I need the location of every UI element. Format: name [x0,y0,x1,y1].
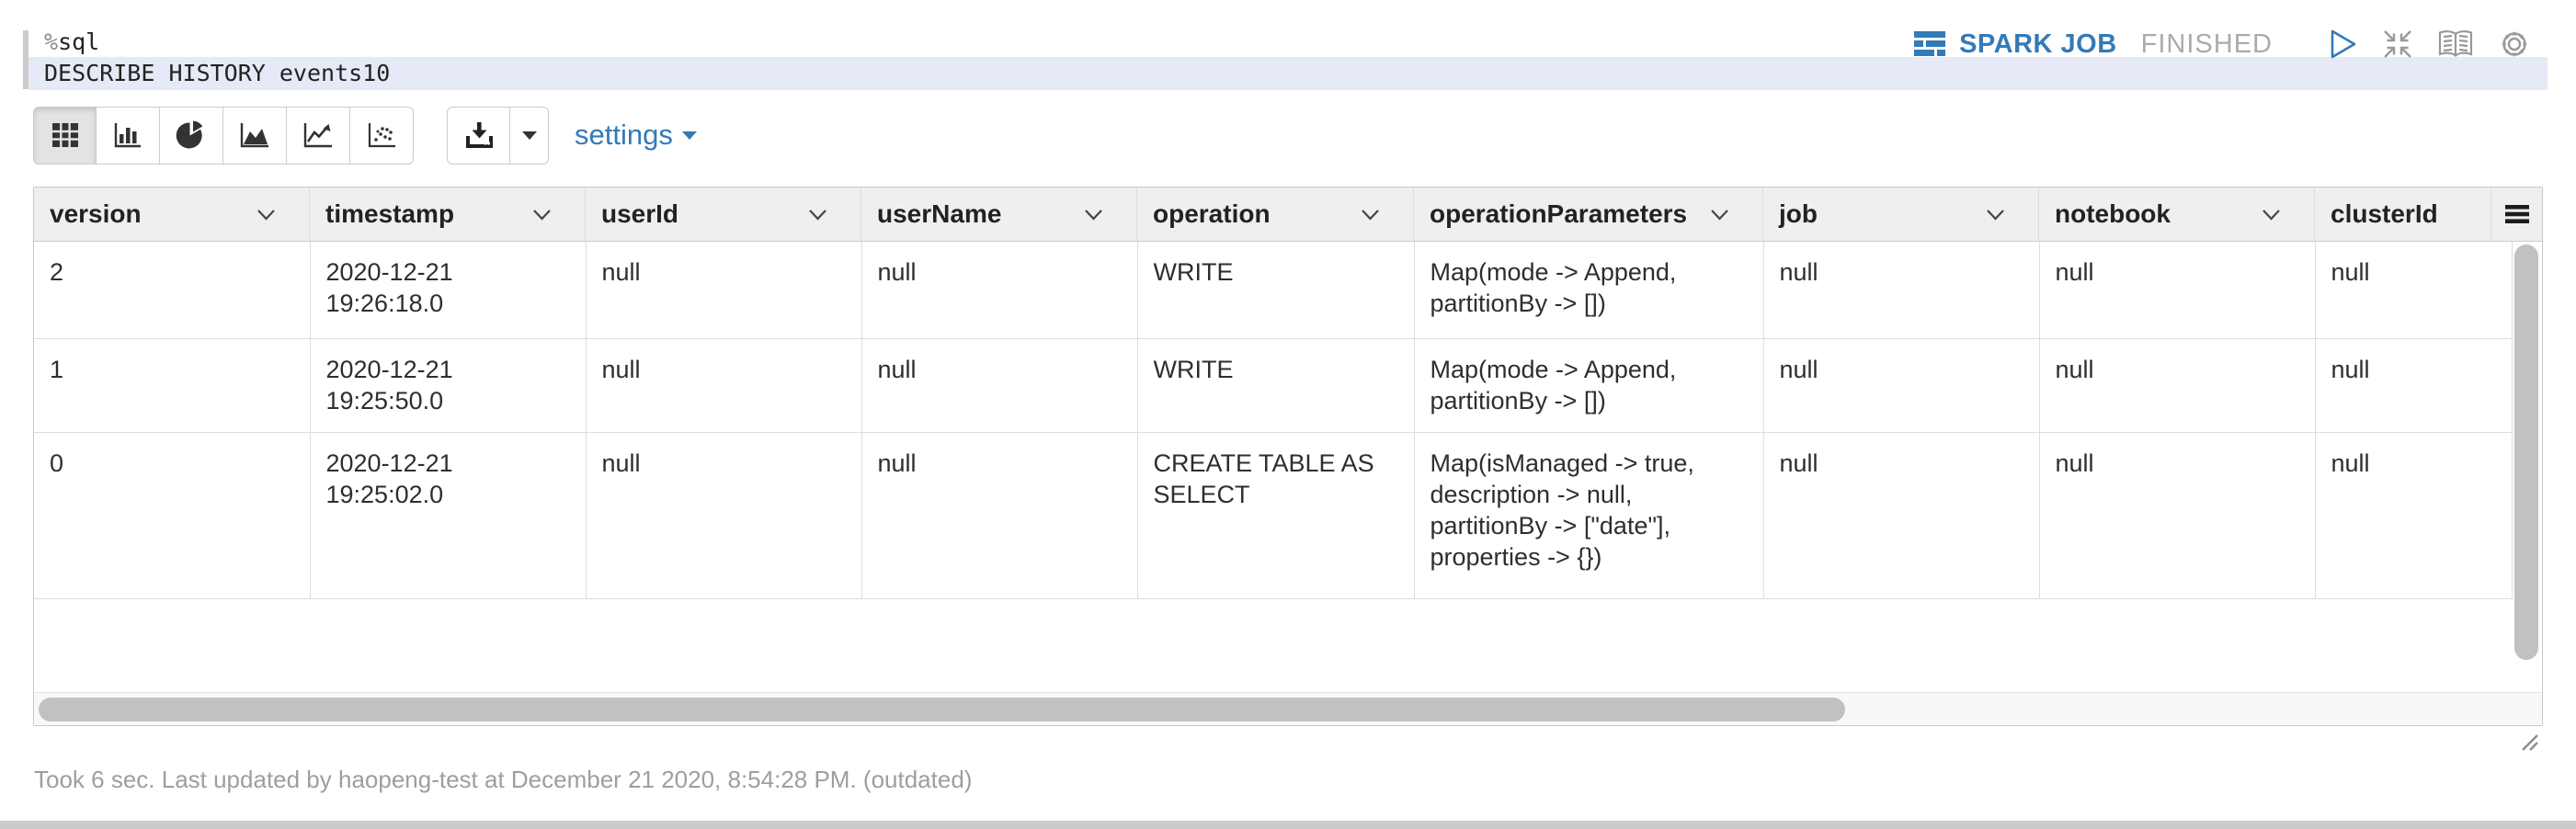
column-label: job [1779,199,1818,228]
magic-prefix: % [44,28,59,55]
column-label: clusterId [2331,199,2438,228]
cell-timestamp: 2020-12-21 19:25:02.0 [310,432,587,599]
chevron-down-icon [1362,209,1379,221]
spark-job-status: FINISHED [2140,28,2273,59]
cell-job: null [1763,242,2040,339]
caret-down-icon [681,131,697,140]
table-menu-button[interactable] [2491,187,2542,241]
column-header-userName[interactable]: userName [861,187,1137,241]
code-line-magic[interactable]: %sql [44,28,99,57]
result-toolbar: settings [33,106,697,165]
column-label: operationParameters [1430,199,1688,228]
settings-label: settings [575,119,673,151]
cell-operationParameters: Map(mode -> Append, partitionBy -> []) [1414,242,1764,339]
cell-operation: WRITE [1137,338,1415,433]
chevron-down-icon [533,209,551,221]
table-body: 2 2020-12-21 19:26:18.0 null null WRITE … [34,242,2542,692]
cell-operation: WRITE [1137,242,1415,339]
column-label: timestamp [325,199,455,228]
chart-type-button-group [33,106,414,165]
cell-notebook: null [2039,432,2316,599]
download-button-group [447,106,549,165]
column-label: notebook [2055,199,2171,228]
chevron-down-icon [1711,209,1728,221]
cell-userName: null [861,242,1138,339]
paragraph-divider [0,821,2576,829]
horizontal-scrollbar-thumb[interactable] [39,698,1845,721]
paragraph-status-text: Took 6 sec. Last updated by haopeng-test… [34,766,973,793]
cell-userId: null [586,242,862,339]
column-header-notebook[interactable]: notebook [2039,187,2315,241]
cell-job: null [1763,338,2040,433]
cell-job: null [1763,432,2040,599]
chevron-down-icon [1085,209,1102,221]
book-icon[interactable] [2436,28,2475,61]
compress-icon[interactable] [2381,28,2414,61]
column-header-version[interactable]: version [34,187,310,241]
column-header-clusterId[interactable]: clusterId [2315,187,2491,241]
chevron-down-icon [2263,209,2280,221]
column-header-job[interactable]: job [1763,187,2039,241]
cell-timestamp: 2020-12-21 19:26:18.0 [310,242,587,339]
magic-language: sql [58,28,100,55]
paragraph-icons [2304,27,2532,62]
result-grid: 2 2020-12-21 19:26:18.0 null null WRITE … [34,242,2513,599]
column-label: userName [877,199,1002,228]
resize-handle-icon[interactable] [2515,728,2539,752]
cell-clusterId: null [2315,432,2513,599]
bar-chart-button[interactable] [97,106,160,165]
code-line-query[interactable]: DESCRIBE HISTORY events10 [28,57,2548,90]
area-chart-button[interactable] [223,106,287,165]
cell-operationParameters: Map(mode -> Append, partitionBy -> []) [1414,338,1764,433]
cell-clusterId: null [2315,242,2513,339]
play-icon[interactable] [2326,28,2359,61]
table-row[interactable]: 1 2020-12-21 19:25:50.0 null null WRITE … [34,338,2513,433]
column-label: operation [1153,199,1271,228]
cell-operationParameters: Map(isManaged -> true, description -> nu… [1414,432,1764,599]
cell-version: 0 [34,432,311,599]
table-header-row: version timestamp userId userName operat… [34,187,2542,242]
cell-version: 1 [34,338,311,433]
cell-notebook: null [2039,338,2316,433]
horizontal-scrollbar-track[interactable] [34,692,2542,725]
cell-version: 2 [34,242,311,339]
download-options-caret-button[interactable] [510,106,549,165]
pie-chart-button[interactable] [160,106,223,165]
cell-userName: null [861,432,1138,599]
scatter-chart-button[interactable] [350,106,414,165]
line-chart-button[interactable] [287,106,350,165]
result-table-container: version timestamp userId userName operat… [33,187,2543,726]
spark-job-link[interactable]: SPARK JOB [1959,28,2117,59]
column-header-operationParameters[interactable]: operationParameters [1414,187,1763,241]
download-button[interactable] [447,106,510,165]
chevron-down-icon [257,209,275,221]
chevron-down-icon [1987,209,2004,221]
column-header-timestamp[interactable]: timestamp [310,187,586,241]
hamburger-icon [2504,205,2529,223]
cell-notebook: null [2039,242,2316,339]
vertical-scrollbar[interactable] [2514,244,2538,660]
table-row[interactable]: 0 2020-12-21 19:25:02.0 null null CREATE… [34,432,2513,599]
chevron-down-icon [809,209,826,221]
table-chart-button[interactable] [33,106,97,165]
column-header-operation[interactable]: operation [1137,187,1414,241]
column-header-userId[interactable]: userId [586,187,861,241]
tasks-icon[interactable] [1911,28,1948,60]
column-label: version [50,199,142,228]
cell-userName: null [861,338,1138,433]
table-row[interactable]: 2 2020-12-21 19:26:18.0 null null WRITE … [34,242,2513,339]
gear-icon[interactable] [2497,27,2532,62]
cell-timestamp: 2020-12-21 19:25:50.0 [310,338,587,433]
cell-userId: null [586,432,862,599]
cell-clusterId: null [2315,338,2513,433]
editor-left-accent [23,30,28,89]
sql-query-text: DESCRIBE HISTORY events10 [44,60,391,86]
cell-userId: null [586,338,862,433]
column-label: userId [601,199,679,228]
paragraph-controls: SPARK JOB FINISHED [1911,22,2532,66]
cell-operation: CREATE TABLE AS SELECT [1137,432,1415,599]
caret-down-icon [521,131,537,140]
settings-dropdown[interactable]: settings [575,119,697,152]
